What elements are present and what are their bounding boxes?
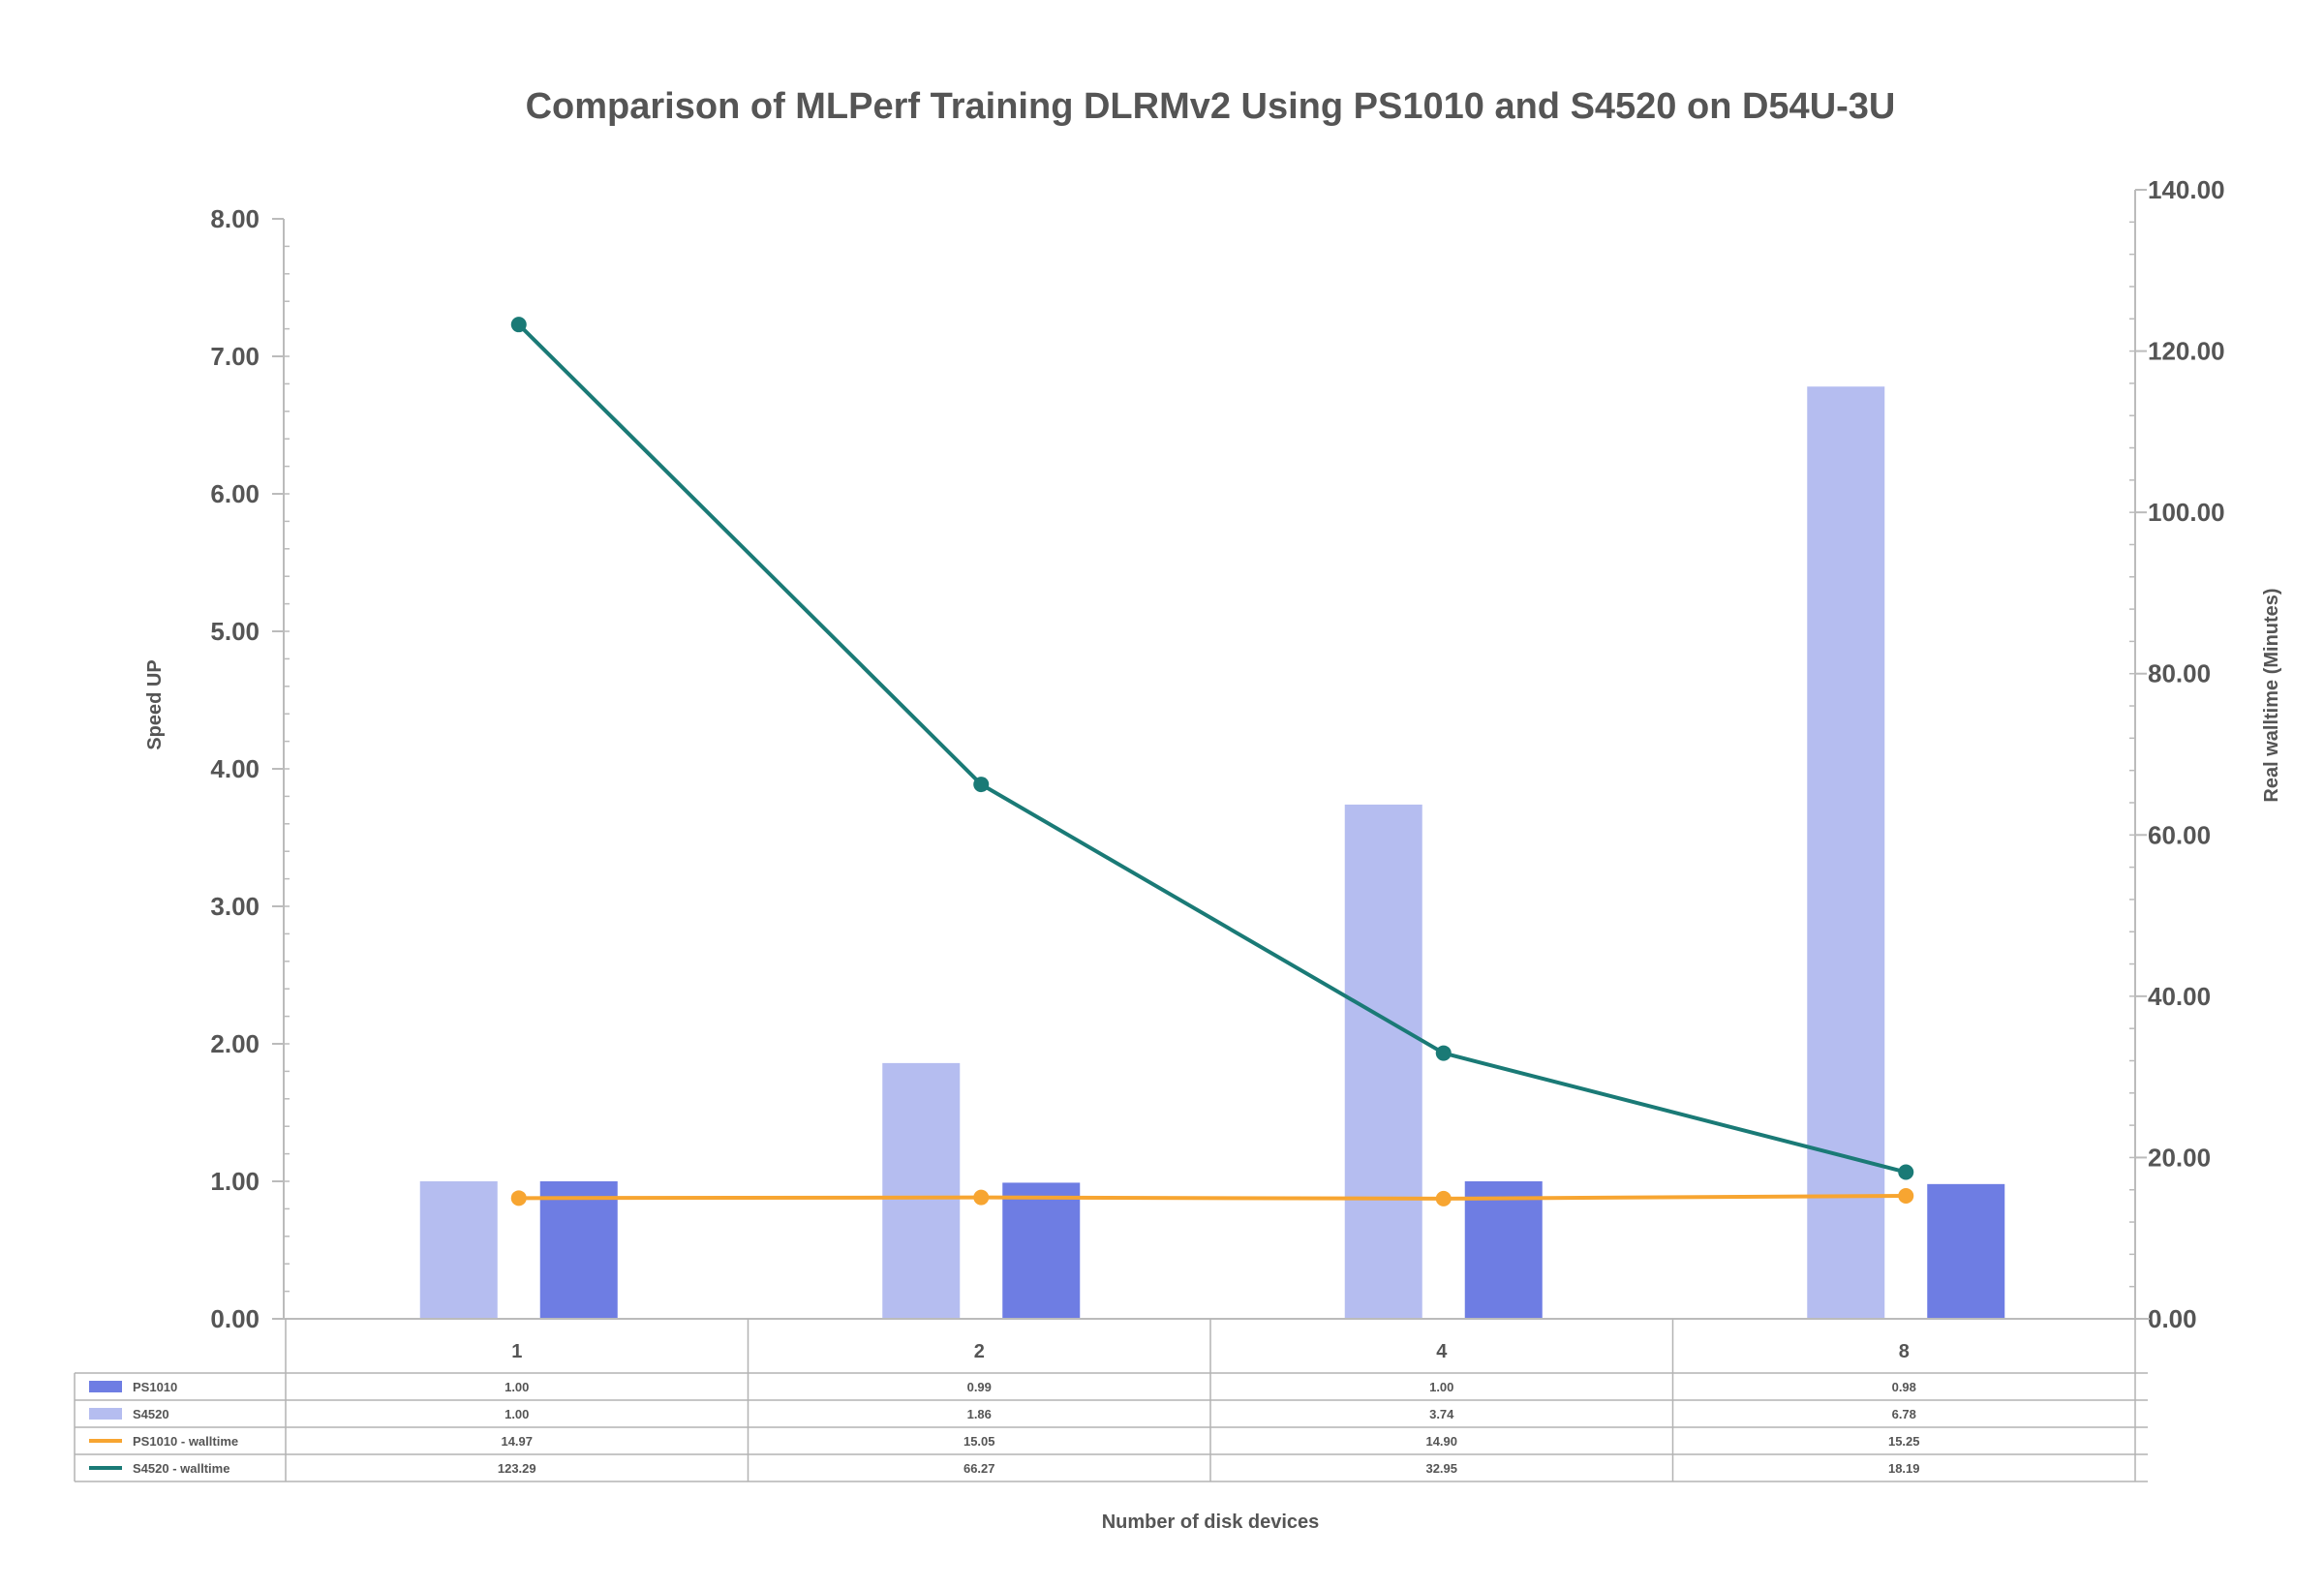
left-tick-label: 8.00 — [210, 204, 260, 233]
table-cell: 1.00 — [505, 1380, 529, 1394]
legend-label: PS1010 - walltime — [133, 1434, 238, 1449]
right-tick-label: 80.00 — [2148, 659, 2211, 688]
left-tick-label: 0.00 — [210, 1304, 260, 1333]
legend-label: S4520 — [133, 1407, 169, 1421]
table-cell: 0.98 — [1892, 1380, 1916, 1394]
right-tick-label: 60.00 — [2148, 820, 2211, 849]
point-ps1010-walltime-1 — [510, 1190, 527, 1206]
legend-swatch — [89, 1408, 122, 1420]
table-cell: 66.27 — [963, 1461, 995, 1476]
category-label: 8 — [1899, 1341, 1910, 1362]
category-label: 2 — [974, 1341, 985, 1362]
bar-s4520-2 — [882, 1062, 961, 1319]
right-tick-label: 100.00 — [2148, 498, 2225, 527]
legend-swatch — [89, 1381, 122, 1392]
point-s4520-walltime-8 — [1898, 1164, 1914, 1180]
x-axis-label: Number of disk devices — [1102, 1512, 1320, 1533]
point-ps1010-walltime-8 — [1898, 1187, 1914, 1204]
chart-title: Comparison of MLPerf Training DLRMv2 Usi… — [526, 86, 1896, 127]
bar-ps1010-1 — [539, 1181, 618, 1319]
left-tick-label: 6.00 — [210, 479, 260, 508]
right-axis: 0.00 20.00 40.00 60.00 80.00 100.00 120.00 140.… — [2129, 175, 2225, 1333]
y-axis-label: Speed UP — [144, 659, 166, 749]
bar-s4520-1 — [419, 1181, 498, 1319]
legend-label: S4520 - walltime — [133, 1461, 229, 1476]
left-tick-label: 7.00 — [210, 342, 260, 371]
point-s4520-walltime-2 — [973, 777, 990, 793]
category-label: 1 — [511, 1341, 522, 1362]
left-tick-label: 1.00 — [210, 1167, 260, 1196]
bar-ps1010-4 — [1464, 1181, 1543, 1319]
y2-axis-label: Real walltime (Minutes) — [2261, 588, 2282, 802]
right-tick-label: 140.00 — [2148, 175, 2225, 204]
left-tick-label: 2.00 — [210, 1029, 260, 1058]
point-ps1010-walltime-4 — [1435, 1190, 1452, 1206]
category-label: 4 — [1436, 1341, 1448, 1362]
point-s4520-walltime-1 — [510, 317, 527, 333]
table-cell: 6.78 — [1892, 1407, 1916, 1421]
table-cell: 14.90 — [1425, 1434, 1457, 1449]
line-ps1010-walltime — [518, 1193, 1907, 1201]
table-cell: 32.95 — [1425, 1461, 1457, 1476]
right-tick-label: 0.00 — [2148, 1304, 2197, 1333]
left-axis: 0.00 1.00 2.00 3.00 4.00 5.00 6.00 7.00 8.00 — [210, 204, 290, 1333]
table-cell: 3.74 — [1429, 1407, 1454, 1421]
table-cell: 18.19 — [1888, 1461, 1920, 1476]
table-cell: 15.25 — [1888, 1434, 1920, 1449]
table-cell: 1.00 — [1429, 1380, 1453, 1394]
right-tick-label: 20.00 — [2148, 1143, 2211, 1172]
point-s4520-walltime-4 — [1435, 1045, 1452, 1061]
line-layer — [510, 317, 1914, 1206]
right-tick-label: 120.00 — [2148, 337, 2225, 366]
bar-s4520-4 — [1344, 804, 1422, 1319]
line-s4520-walltime — [517, 322, 1907, 1175]
table-cell: 1.00 — [505, 1407, 529, 1421]
legend-label: PS1010 — [133, 1380, 177, 1394]
right-tick-label: 40.00 — [2148, 982, 2211, 1011]
table-cell: 123.29 — [498, 1461, 536, 1476]
point-ps1010-walltime-2 — [973, 1189, 990, 1206]
data-table: 1 2 4 8 PS1010 1.00 0.99 1.00 0.98 S4520 1.00 1.86 3… — [74, 1319, 2148, 1482]
left-tick-label: 4.00 — [210, 754, 260, 783]
table-cell: 1.86 — [967, 1407, 992, 1421]
left-tick-label: 5.00 — [210, 617, 260, 646]
bar-ps1010-2 — [1002, 1182, 1081, 1319]
bar-s4520-8 — [1807, 386, 1885, 1319]
table-cell: 0.99 — [967, 1380, 992, 1394]
left-tick-label: 3.00 — [210, 892, 260, 921]
table-cell: 14.97 — [501, 1434, 533, 1449]
bar-layer — [284, 386, 2150, 1320]
table-cell: 15.05 — [963, 1434, 995, 1449]
bar-ps1010-8 — [1927, 1183, 2005, 1319]
